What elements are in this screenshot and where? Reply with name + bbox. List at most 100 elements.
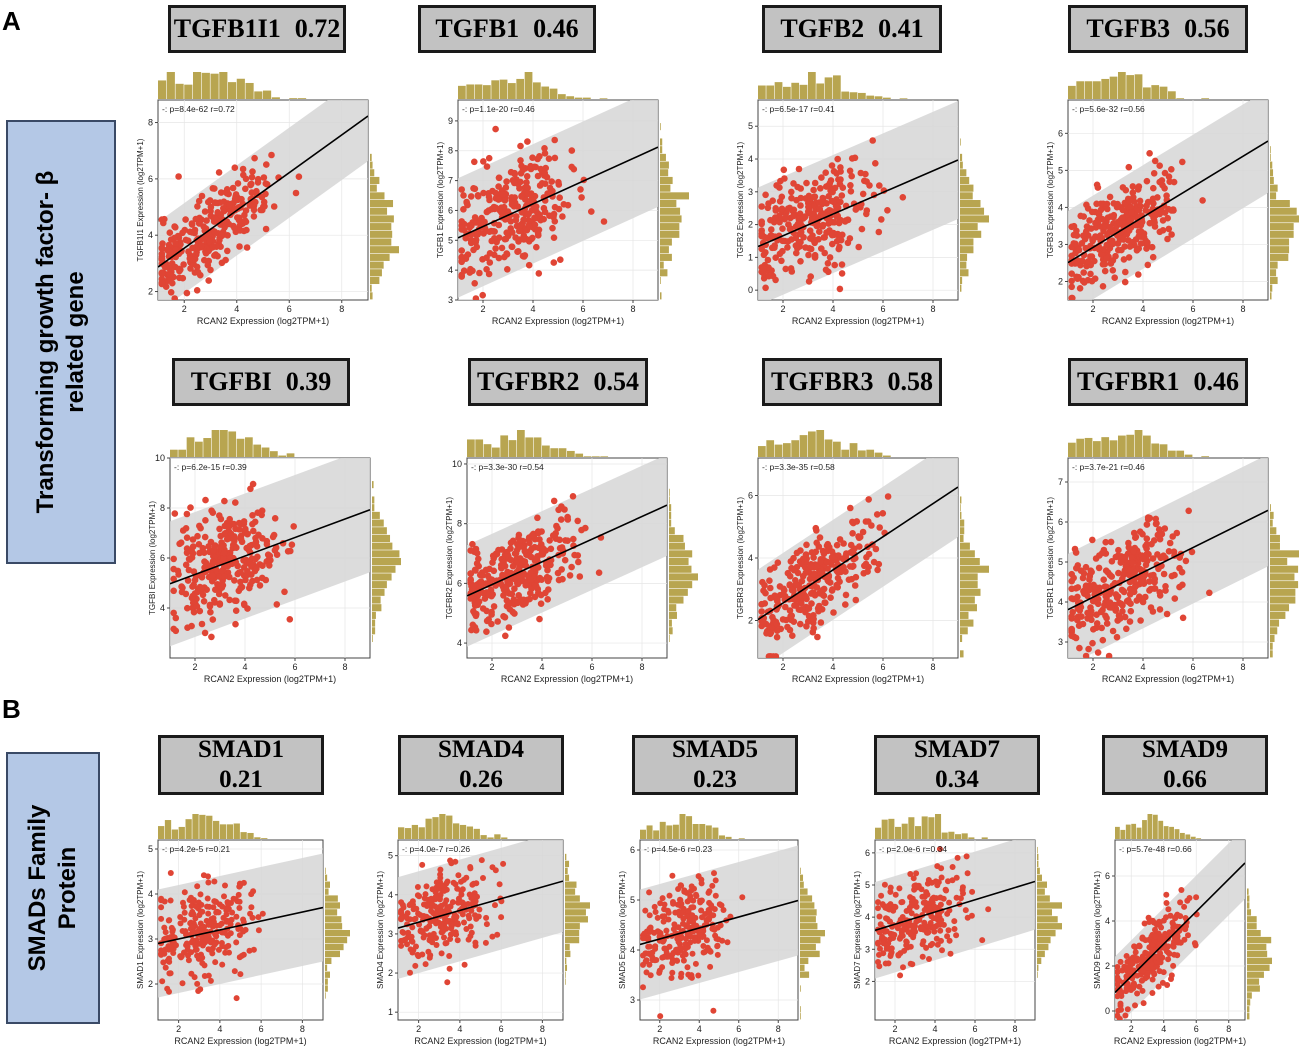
data-point	[810, 186, 817, 194]
data-point	[166, 229, 174, 236]
data-point	[758, 601, 765, 608]
data-point	[1125, 254, 1133, 261]
data-point	[837, 164, 844, 171]
x-tick-label: 8	[1012, 1024, 1017, 1034]
data-point	[1116, 220, 1123, 227]
data-point	[659, 964, 666, 971]
data-point	[706, 909, 713, 916]
x-marginal-bar	[178, 449, 187, 457]
y-marginal-bar	[960, 184, 974, 192]
x-tick-label: 6	[736, 1024, 741, 1034]
data-point	[194, 952, 201, 959]
data-point	[184, 604, 191, 612]
data-point	[251, 154, 258, 162]
x-tick-label: 4	[1140, 304, 1145, 314]
data-point	[1143, 950, 1150, 957]
y-marginal-bar	[1037, 867, 1040, 875]
x-marginal-bar	[866, 95, 875, 99]
y-marginal-bar	[800, 902, 815, 909]
data-point	[588, 208, 595, 215]
y-marginal-bar	[370, 184, 377, 192]
data-point	[1156, 162, 1163, 169]
data-point	[235, 216, 243, 224]
data-point	[416, 893, 423, 900]
y-axis-label: TGFB1I1 Expression (log2TPM+1)	[136, 138, 145, 261]
x-marginal-bar	[236, 438, 245, 457]
x-marginal-bar	[206, 815, 213, 839]
data-point	[423, 883, 430, 890]
data-point	[254, 179, 262, 186]
data-point	[175, 173, 182, 180]
x-axis-label: RCAN2 Expression (log2TPM+1)	[204, 674, 336, 684]
data-point	[207, 977, 214, 984]
data-point	[1135, 271, 1142, 278]
data-point	[688, 883, 695, 890]
data-point	[1181, 936, 1188, 943]
y-marginal-bar	[1247, 943, 1267, 951]
data-point	[407, 901, 414, 907]
x-marginal-bar	[233, 823, 240, 839]
data-point	[214, 209, 221, 216]
data-point	[659, 895, 666, 902]
data-point	[450, 930, 456, 937]
data-point	[474, 193, 482, 200]
data-point	[232, 620, 239, 628]
y-marginal-bar	[800, 881, 804, 888]
data-point	[805, 604, 813, 612]
data-point	[158, 915, 165, 922]
data-point	[242, 207, 250, 214]
data-point	[865, 518, 872, 525]
data-point	[537, 600, 545, 607]
data-point	[786, 225, 794, 233]
data-point	[808, 582, 816, 589]
y-marginal-bar	[372, 496, 375, 504]
stat-annotation: -: p=3.3e-30 r=0.54	[471, 462, 544, 472]
data-point	[699, 914, 705, 921]
data-point	[454, 937, 461, 944]
data-point	[468, 222, 475, 229]
data-point	[248, 173, 256, 181]
data-point	[1120, 571, 1127, 579]
data-point	[816, 205, 824, 213]
data-point	[964, 870, 971, 877]
x-marginal-bar	[901, 823, 908, 839]
y-marginal-bar	[372, 611, 376, 619]
data-point	[505, 624, 513, 631]
gene-name: TGFBI	[190, 367, 272, 396]
x-marginal-bar	[574, 97, 583, 99]
y-tick-label: 8	[448, 146, 453, 156]
regression-line	[1115, 862, 1245, 994]
y-tick-label: 0	[1105, 1006, 1110, 1016]
data-point	[830, 609, 837, 616]
data-point	[524, 138, 531, 145]
x-tick-label: 8	[776, 1024, 781, 1034]
data-point	[1115, 969, 1121, 975]
y-marginal-bar	[1247, 971, 1264, 978]
data-point	[414, 951, 421, 958]
y-tick-label: 4	[1058, 202, 1063, 212]
data-point	[1115, 569, 1122, 577]
data-point	[467, 570, 474, 577]
gene-title-box: TGFBR1 0.46	[1068, 358, 1248, 406]
x-marginal-bar	[600, 456, 609, 457]
y-marginal-bar	[669, 558, 689, 566]
data-point	[700, 943, 707, 949]
x-marginal-bar	[1151, 85, 1160, 99]
data-point	[166, 917, 173, 924]
data-point	[479, 605, 487, 612]
data-point	[959, 884, 966, 891]
x-marginal-bar	[220, 430, 228, 457]
data-point	[1071, 545, 1079, 553]
data-point	[557, 516, 565, 523]
data-point	[213, 922, 220, 929]
x-marginal-bar	[533, 437, 542, 457]
x-marginal-bar	[888, 818, 895, 839]
x-marginal-bar	[558, 448, 567, 457]
y-tick-label: 5	[388, 851, 393, 861]
y-marginal-bar	[660, 215, 682, 223]
gene-correlation: 0.58	[887, 367, 934, 396]
data-point	[810, 554, 817, 561]
data-point	[1125, 539, 1132, 547]
data-point	[760, 618, 767, 626]
data-point	[472, 942, 479, 949]
